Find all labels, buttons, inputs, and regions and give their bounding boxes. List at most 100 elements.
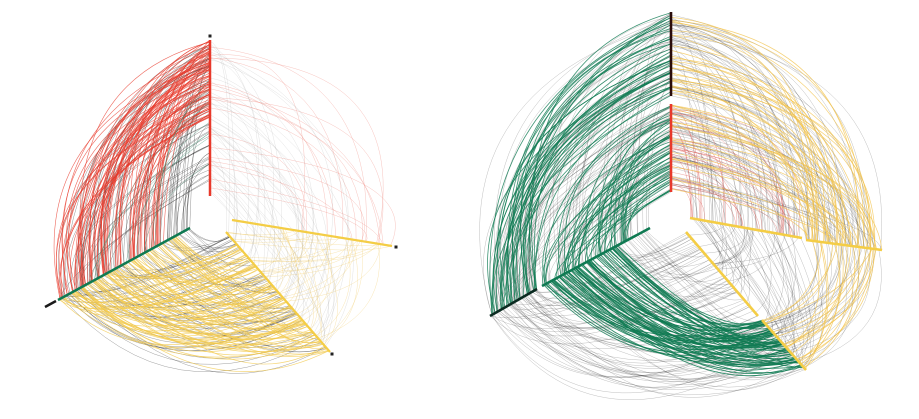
dense-black-edges bbox=[670, 183, 882, 250]
dense-black-edges bbox=[640, 232, 733, 289]
dense-black-edges bbox=[558, 105, 672, 278]
dense-black-edges bbox=[670, 109, 807, 241]
dense-black-edges bbox=[713, 227, 745, 265]
green-to-yellow-edges bbox=[134, 257, 313, 339]
yellow-self-edges bbox=[264, 232, 308, 277]
green-bundle-edges bbox=[604, 121, 672, 253]
yellow-bundle-edges bbox=[786, 240, 820, 349]
yellow-bundle-edges bbox=[670, 166, 857, 247]
dense-black-edges bbox=[788, 246, 860, 351]
red-to-green-edges bbox=[139, 108, 211, 256]
green-bundle-edges bbox=[546, 282, 783, 360]
green-bundle-edges bbox=[534, 86, 672, 291]
dense-black-edges bbox=[496, 280, 728, 332]
red-to-green-edges bbox=[66, 75, 211, 293]
dense-black-edges bbox=[502, 277, 726, 337]
dark-red-to-green-edges bbox=[182, 53, 211, 232]
green-bundle-edges bbox=[571, 269, 767, 331]
dense-black-edges bbox=[760, 230, 804, 361]
red-to-green-edges bbox=[74, 56, 211, 291]
yellow-self-edges bbox=[261, 238, 350, 274]
green-to-yellow-edges bbox=[96, 278, 284, 320]
dense-black-edges bbox=[774, 249, 877, 335]
green-bundle-edges bbox=[496, 60, 672, 308]
dark-red-to-green-edges bbox=[176, 173, 211, 235]
green-axis-outer bbox=[489, 287, 538, 318]
green-bundle-edges bbox=[492, 61, 672, 314]
yellow-bundle-edges bbox=[670, 104, 834, 244]
dense-black-edges bbox=[511, 78, 672, 301]
dark-red-to-green-edges bbox=[182, 158, 211, 232]
green-to-yellow-edges bbox=[132, 258, 291, 317]
green-to-yellow-edges bbox=[127, 261, 283, 306]
green-to-yellow-edges bbox=[74, 290, 304, 343]
red-to-green-edges bbox=[143, 47, 211, 253]
dense-black-edges bbox=[712, 237, 800, 264]
green-bundle-edges bbox=[514, 14, 672, 302]
green-to-yellow-edges bbox=[108, 272, 274, 305]
faint-grey-edges bbox=[209, 133, 276, 283]
green-to-yellow-edges bbox=[74, 290, 283, 322]
dense-black-edges bbox=[648, 77, 672, 229]
dense-black-edges bbox=[498, 25, 672, 308]
red-faint-edges bbox=[670, 123, 694, 219]
dense-black-edges bbox=[777, 247, 866, 338]
teal-cross-edges bbox=[135, 121, 211, 258]
dense-black-edges bbox=[719, 223, 745, 294]
faint-grey-edges bbox=[209, 40, 235, 242]
yellow-axis-lower bbox=[225, 231, 331, 353]
yellow-bundle-edges bbox=[804, 241, 828, 370]
dense-black-edges bbox=[670, 35, 882, 250]
green-bundle-edges bbox=[561, 176, 672, 276]
red-to-yellow-faint-edges bbox=[209, 82, 328, 236]
dense-black-edges bbox=[717, 228, 748, 270]
dense-black-edges bbox=[765, 244, 844, 325]
red-to-green-edges bbox=[100, 83, 211, 276]
green-bundle-edges bbox=[589, 259, 775, 343]
yellow-bundle-edges bbox=[791, 245, 852, 355]
dense-black-edges bbox=[800, 249, 882, 364]
red-to-yellow-faint-edges bbox=[209, 97, 384, 244]
yellow-bundle-edges bbox=[670, 17, 818, 242]
faint-grey-edges bbox=[209, 53, 349, 342]
dense-black-edges bbox=[640, 233, 763, 322]
dense-black-edges bbox=[670, 68, 820, 242]
green-bundle-edges bbox=[555, 277, 763, 341]
dense-black-edges bbox=[525, 251, 703, 306]
dense-black-edges bbox=[670, 25, 778, 234]
dense-black-edges bbox=[587, 243, 697, 268]
dense-black-edges bbox=[643, 231, 744, 301]
yellow-bundle-edges bbox=[670, 158, 828, 243]
red-to-yellow-faint-edges bbox=[209, 160, 305, 232]
dense-black-edges bbox=[670, 124, 853, 247]
dense-black-edges bbox=[670, 71, 716, 223]
faint-grey-edges bbox=[209, 94, 299, 299]
yellow-bundle-edges bbox=[670, 121, 875, 250]
dense-black-edges bbox=[670, 36, 767, 232]
dense-black-edges bbox=[670, 184, 840, 245]
dense-black-edges bbox=[528, 119, 672, 293]
dense-black-edges bbox=[762, 241, 819, 322]
green-bundle-edges bbox=[613, 119, 672, 248]
dense-black-edges bbox=[524, 270, 720, 324]
yellow-self-edges bbox=[264, 225, 284, 291]
red-to-green-edges bbox=[98, 63, 211, 278]
yellow-self-edges bbox=[232, 230, 300, 241]
yellow-self-edges bbox=[270, 231, 303, 284]
green-bundle-edges bbox=[620, 130, 672, 244]
yellow-bundle-edges bbox=[670, 117, 846, 246]
dense-black-edges bbox=[768, 241, 819, 328]
green-to-yellow-edges bbox=[70, 292, 305, 341]
green-bundle-edges bbox=[595, 125, 672, 258]
dense-black-edges bbox=[582, 249, 701, 278]
dense-black-edges bbox=[670, 104, 815, 242]
dense-black-edges bbox=[789, 235, 816, 359]
dense-black-edges bbox=[528, 280, 728, 324]
dense-black-edges bbox=[699, 219, 724, 274]
dense-black-edges bbox=[755, 230, 772, 314]
green-to-yellow-edges bbox=[174, 235, 327, 350]
dense-black-edges bbox=[670, 18, 714, 223]
green-bundle-edges bbox=[503, 91, 672, 309]
faint-grey-edges bbox=[209, 128, 275, 280]
green-bundle-edges bbox=[625, 180, 672, 242]
